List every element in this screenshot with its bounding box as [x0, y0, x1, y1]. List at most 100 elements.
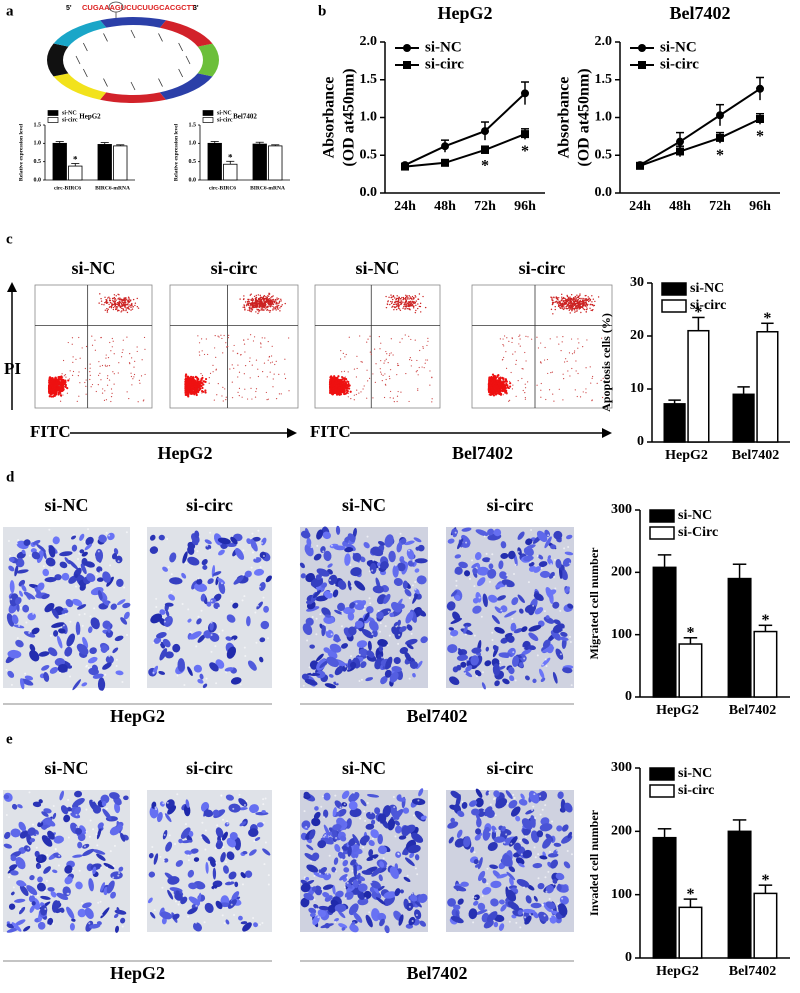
dot	[561, 296, 562, 297]
dot	[106, 303, 107, 304]
dot	[569, 298, 570, 299]
pore	[385, 625, 387, 627]
dot	[260, 343, 261, 344]
dot	[568, 306, 569, 307]
dot	[109, 306, 110, 307]
dot	[222, 387, 223, 388]
pore	[455, 585, 457, 587]
dot	[63, 360, 64, 361]
pore	[19, 908, 21, 910]
pore	[52, 922, 54, 924]
dot	[348, 371, 349, 372]
dot	[370, 352, 371, 353]
pore	[369, 602, 371, 604]
pore	[118, 560, 120, 562]
dot	[413, 306, 414, 307]
dot	[54, 378, 56, 380]
dot	[121, 301, 122, 302]
pore	[367, 536, 369, 538]
dot	[558, 297, 559, 298]
dot	[113, 307, 114, 308]
pore	[515, 564, 517, 566]
dot	[525, 387, 526, 388]
pore	[267, 637, 269, 639]
dot	[415, 302, 416, 303]
dot	[273, 307, 274, 308]
dot	[512, 338, 513, 339]
dot	[247, 398, 248, 399]
dot	[103, 304, 104, 305]
dot	[540, 397, 541, 398]
pore	[316, 545, 318, 547]
dot	[386, 353, 387, 354]
dot	[207, 354, 208, 355]
dot	[86, 379, 87, 380]
dot	[78, 396, 79, 397]
pore	[351, 585, 353, 587]
dot	[592, 376, 593, 377]
dot	[270, 306, 271, 307]
pore	[100, 901, 102, 903]
dot	[272, 361, 273, 362]
dot	[390, 369, 391, 370]
pore	[334, 584, 336, 586]
dot	[391, 307, 392, 308]
dot	[188, 377, 190, 379]
dot	[128, 297, 129, 298]
dot	[412, 296, 413, 297]
dot	[112, 300, 113, 301]
dot	[497, 374, 499, 376]
dot	[407, 308, 408, 309]
image-label: si-circ	[186, 758, 233, 778]
dot	[110, 302, 111, 303]
dot	[197, 385, 199, 387]
dot	[410, 298, 411, 299]
pore	[171, 591, 173, 593]
dot	[130, 309, 131, 310]
dot	[512, 388, 513, 389]
dot	[411, 298, 412, 299]
dot	[564, 298, 565, 299]
dot	[560, 350, 561, 351]
pore	[32, 824, 34, 826]
dot	[582, 304, 583, 305]
pore	[27, 847, 29, 849]
dot	[594, 301, 595, 302]
pore	[81, 902, 83, 904]
dot	[417, 308, 418, 309]
pore	[214, 645, 216, 647]
pore	[153, 642, 155, 644]
dot	[389, 378, 390, 379]
dot	[250, 294, 251, 295]
dot	[420, 311, 421, 312]
dot	[252, 305, 253, 306]
dot	[571, 304, 572, 305]
pore	[252, 552, 254, 554]
pore	[18, 625, 20, 627]
ring-tick	[159, 79, 163, 87]
dot	[244, 344, 245, 345]
ring-tick	[104, 33, 108, 41]
dot	[585, 299, 586, 300]
dot	[256, 295, 257, 296]
dot	[86, 394, 87, 395]
pore	[48, 916, 50, 918]
dot	[118, 362, 119, 363]
dot	[590, 382, 591, 383]
panel-letter: d	[6, 469, 15, 485]
dot	[268, 310, 269, 311]
pore	[112, 876, 114, 878]
dot	[585, 295, 586, 296]
pore	[244, 647, 246, 649]
dot	[272, 309, 273, 310]
dot	[285, 303, 286, 304]
pore	[210, 622, 212, 624]
ring-tick	[159, 33, 163, 41]
pore	[465, 633, 467, 635]
dot	[137, 306, 138, 307]
dot	[574, 305, 575, 306]
dot	[347, 381, 349, 383]
dot	[584, 300, 585, 301]
